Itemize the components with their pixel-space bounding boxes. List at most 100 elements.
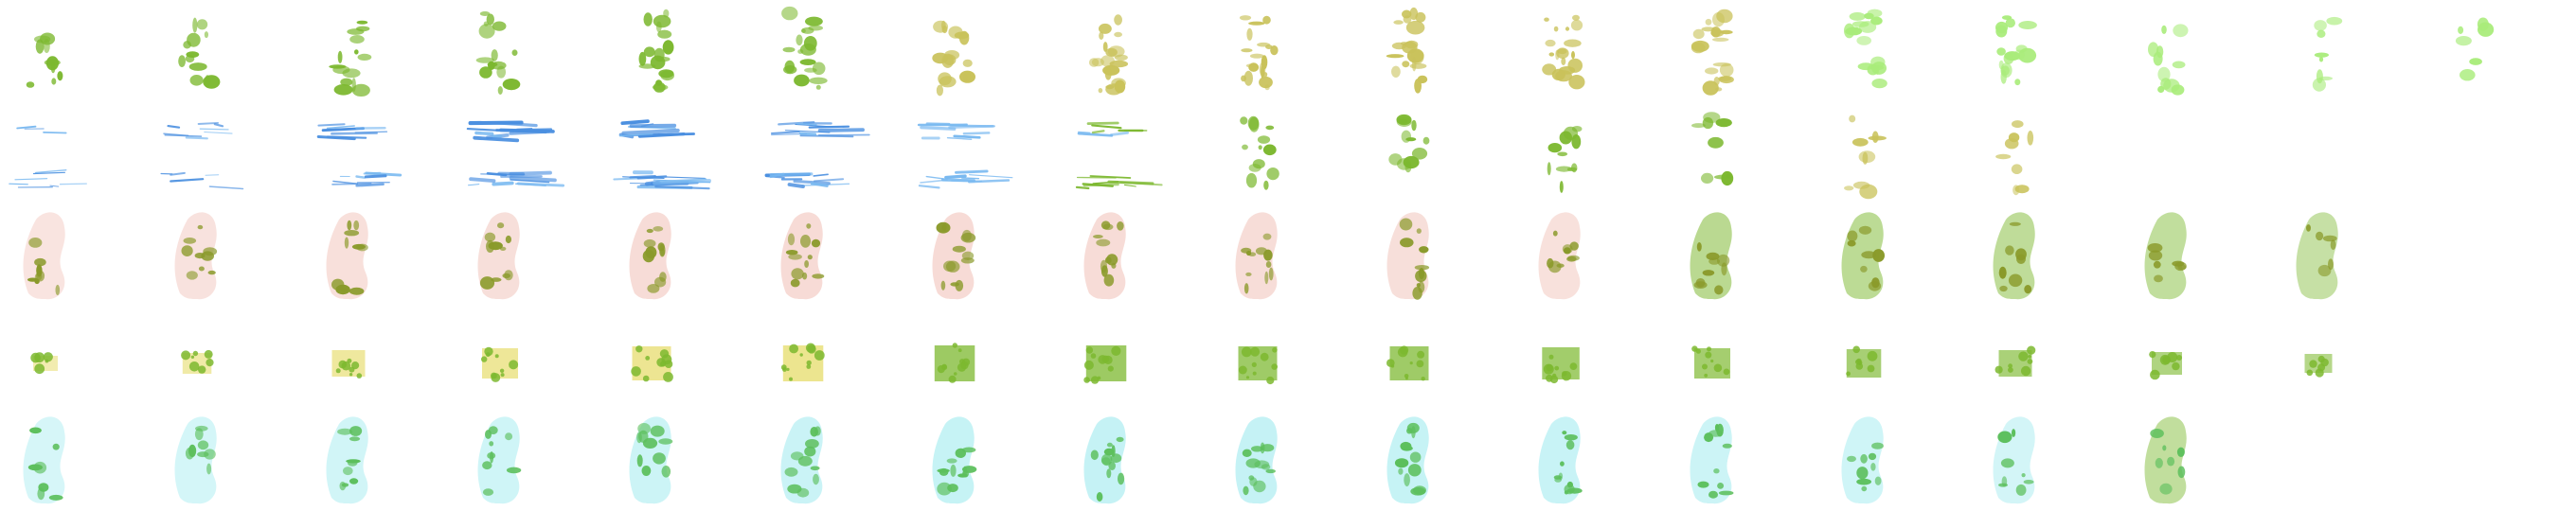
sprite-streak [509,175,557,183]
sprite-speck [1416,283,1421,288]
sprite-speck [2322,235,2337,242]
sprite-blob [2455,36,2472,46]
sprite-speck [1263,249,1273,261]
sprite-streak [59,183,87,185]
sprite-blob [1243,70,1254,86]
sprite-speck [1243,283,1249,294]
sprite-streak [204,131,233,134]
sprite-blob [479,11,491,16]
sprite-blob [1995,153,2012,160]
sprite-blob [2008,132,2020,143]
sprite-blob [1411,119,1417,132]
sprite-speck [197,224,204,230]
sprite-blob [1393,20,1404,25]
sprite-blob [1858,150,1876,164]
sprite-streak [364,174,387,179]
sprite-speck [1548,354,1554,360]
sprite-blob [2460,69,2476,81]
sprite-blob [2003,52,2014,64]
sprite-row [23,416,2187,504]
sprite-speck [811,238,821,248]
sprite-speck [1083,377,1090,383]
sprite-speck [961,466,977,473]
sprite-frame [481,346,519,382]
sprite-streak [1110,131,1129,136]
sprite-speck [953,372,957,376]
sprite-speck [1243,485,1249,496]
sprite-streak [637,132,686,138]
sprite-speck [1400,441,1412,451]
sprite-blob [357,53,372,61]
sprite-blob [1239,15,1252,21]
sprite-blob [1719,76,1734,84]
sprite-speck [1995,365,2003,374]
sprite-speck [1860,265,1868,273]
sprite-speck [1409,451,1422,463]
sprite-blob [1703,112,1721,123]
sprite-speck [950,282,959,287]
sprite-frame [780,343,825,381]
sprite-speck [2306,369,2314,377]
sprite-frame [1995,15,2037,86]
sprite-speck [2154,274,2163,283]
sprite-speck [1400,238,1414,248]
sprite-speck [1252,371,1257,376]
sprite-blob [356,20,368,25]
sprite-blob [1266,167,1279,181]
sprite-blob [2326,16,2343,26]
sprite-blob [2027,131,2034,146]
sprite-streak [1089,175,1132,179]
sprite-blob [1844,185,1854,191]
sprite-blob [1714,174,1733,180]
sprite-speck [489,441,494,447]
sprite-blob [189,75,204,86]
sprite-speck [2153,260,2161,269]
sprite-blob [654,56,671,62]
sprite-speck [33,461,47,474]
sprite-speck [28,238,43,248]
sprite-frame [1691,345,1730,379]
sprite-streak [208,185,244,190]
sprite-speck [1107,365,1114,372]
sprite-speck [481,356,488,362]
sprite-blob [1114,31,1122,38]
sprite-frame [316,123,402,187]
sprite-frame [26,32,63,88]
sprite-blob [1404,161,1412,173]
sprite-blob [1248,116,1260,132]
sprite-speck [1546,363,1553,372]
sprite-speck [206,463,212,475]
sprite-speck [55,284,61,296]
sprite-speck [1860,453,1868,464]
sprite-frame [326,416,368,504]
sprite-speck [497,222,505,229]
sprite-speck [1118,472,1125,485]
sprite-blob [643,46,655,58]
sprite-blob [43,39,50,54]
sprite-speck [1549,375,1559,384]
sprite-speck [1399,218,1413,231]
sprite-frame [23,212,65,300]
sprite-speck [1868,452,1877,461]
sprite-speck [197,451,209,458]
sprite-speck [2021,473,2026,478]
sprite-speck [802,272,808,280]
sprite-streak [1091,130,1105,134]
sprite-frame [181,349,214,374]
sprite-frame [638,9,674,93]
sprite-speck [1116,436,1124,443]
sprite-speck [937,482,952,496]
sprite-frame [1995,345,2036,377]
sprite-blob [1849,11,1866,21]
sprite-streak [798,132,817,136]
sprite-speck [1858,225,1872,235]
sprite-speck [1400,345,1409,355]
sprite-speck [1419,246,1429,254]
sprite-speck [34,363,45,375]
sprite-speck [499,368,505,373]
sprite-blob [1109,60,1129,68]
sprite-blob [511,49,518,56]
sprite-blob [1572,14,1580,21]
sprite-blob [1710,26,1722,38]
sprite-speck [1861,251,1877,259]
